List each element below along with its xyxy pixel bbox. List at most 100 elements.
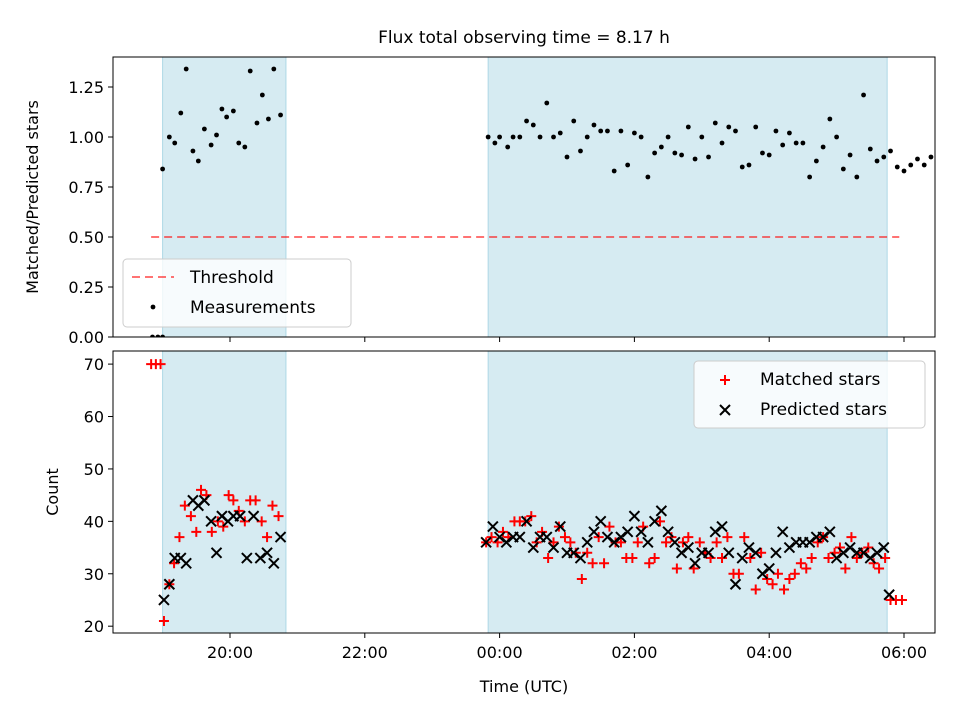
measurement-point [150, 334, 155, 337]
predicted-point [520, 515, 533, 528]
matched-point [677, 537, 688, 548]
measurement-point [746, 162, 752, 168]
measurement-point [942, 135, 947, 140]
predicted-point [487, 520, 499, 533]
matched-point [823, 553, 834, 564]
y-tick-label: 0.75 [68, 178, 104, 197]
y-tick-label: 30 [84, 565, 104, 584]
matched-point [671, 563, 682, 574]
measurement-point [611, 168, 617, 174]
predicted-point [756, 568, 769, 580]
matched-point [582, 547, 593, 558]
measurement-point [874, 158, 880, 164]
measurement-point [578, 148, 583, 154]
matched-point [846, 532, 857, 543]
predicted-point [210, 547, 223, 559]
matched-point [851, 553, 862, 564]
measurement-point [679, 152, 684, 158]
x-tick-label: 02:00 [611, 643, 657, 662]
predicted-point [716, 520, 728, 533]
predicted-point [247, 510, 260, 522]
predicted-point [736, 552, 748, 564]
predicted-point [857, 547, 870, 559]
measurement-point [733, 128, 738, 134]
measurement-point [820, 144, 826, 150]
y-tick-label: 1.00 [68, 128, 104, 147]
matched-point [531, 537, 542, 548]
measurement-point [259, 92, 265, 98]
measurement-point [183, 66, 189, 72]
measurement-point [505, 144, 511, 150]
matched-point [745, 553, 756, 564]
predicted-point [588, 526, 600, 538]
measurement-point [201, 126, 207, 132]
matched-point [223, 490, 234, 501]
measurement-point [625, 162, 631, 168]
measurement-point [155, 334, 161, 337]
legend-threshold-label: Threshold [189, 268, 274, 288]
predicted-point [621, 526, 634, 538]
matched-point [896, 594, 907, 605]
measurement-point [928, 154, 934, 160]
measurement-point [530, 122, 536, 128]
predicted-point [480, 536, 492, 549]
matched-point [694, 537, 705, 548]
matched-point [767, 579, 778, 590]
predicted-point [163, 578, 176, 590]
plot-area [150, 57, 947, 337]
measurement-point [706, 154, 711, 160]
matched-point [267, 500, 278, 511]
matched-point [784, 574, 795, 585]
y-tick-label: 60 [84, 408, 104, 427]
measurement-point [672, 150, 678, 156]
predicted-point [261, 547, 273, 559]
measurement-point [793, 140, 799, 146]
measurement-point [564, 154, 570, 160]
y-tick-label: 70 [84, 355, 104, 374]
predicted-point [837, 547, 850, 559]
matched-point [615, 537, 626, 548]
matched-point [801, 563, 812, 574]
measurement-point [827, 116, 833, 122]
predicted-point [594, 515, 607, 528]
x-tick-label: 20:00 [207, 643, 253, 662]
measurement-point [485, 134, 491, 140]
legend: Matched stars Predicted stars [693, 360, 926, 429]
matched-point [806, 553, 817, 564]
measurement-point [230, 108, 236, 114]
legend-box [693, 360, 926, 429]
predicted-point [500, 536, 513, 549]
predicted-point [234, 510, 246, 522]
observing-window-1 [162, 351, 287, 633]
measurement-point [840, 166, 846, 172]
predicted-point [763, 562, 775, 575]
predicted-point [628, 510, 641, 522]
predicted-point [883, 589, 895, 601]
measurement-point [658, 144, 664, 150]
measurement-point [867, 146, 873, 152]
legend: Threshold Measurements [122, 258, 352, 328]
measurement-point [224, 114, 230, 120]
matched-point [185, 511, 196, 522]
predicted-point [776, 526, 789, 538]
matched-point [661, 537, 672, 548]
predicted-point [274, 531, 287, 543]
y-tick-label: 0.25 [68, 278, 104, 297]
matched-point [632, 537, 643, 548]
predicted-point [729, 578, 742, 590]
measurement-point [692, 156, 698, 162]
matched-point [576, 574, 587, 585]
measurement-point [645, 174, 651, 180]
matched-point [722, 532, 733, 543]
series-2 [158, 494, 895, 606]
measurement-point [160, 166, 166, 172]
matched-point [565, 537, 576, 548]
matched-point [739, 532, 750, 543]
y-tick-label: 1.25 [68, 78, 104, 97]
predicted-point [493, 531, 506, 543]
measurement-point [517, 134, 523, 140]
y-tick-label: 0.50 [68, 228, 104, 247]
legend-matched-label: Matched stars [760, 370, 880, 390]
predicted-point [648, 515, 661, 528]
